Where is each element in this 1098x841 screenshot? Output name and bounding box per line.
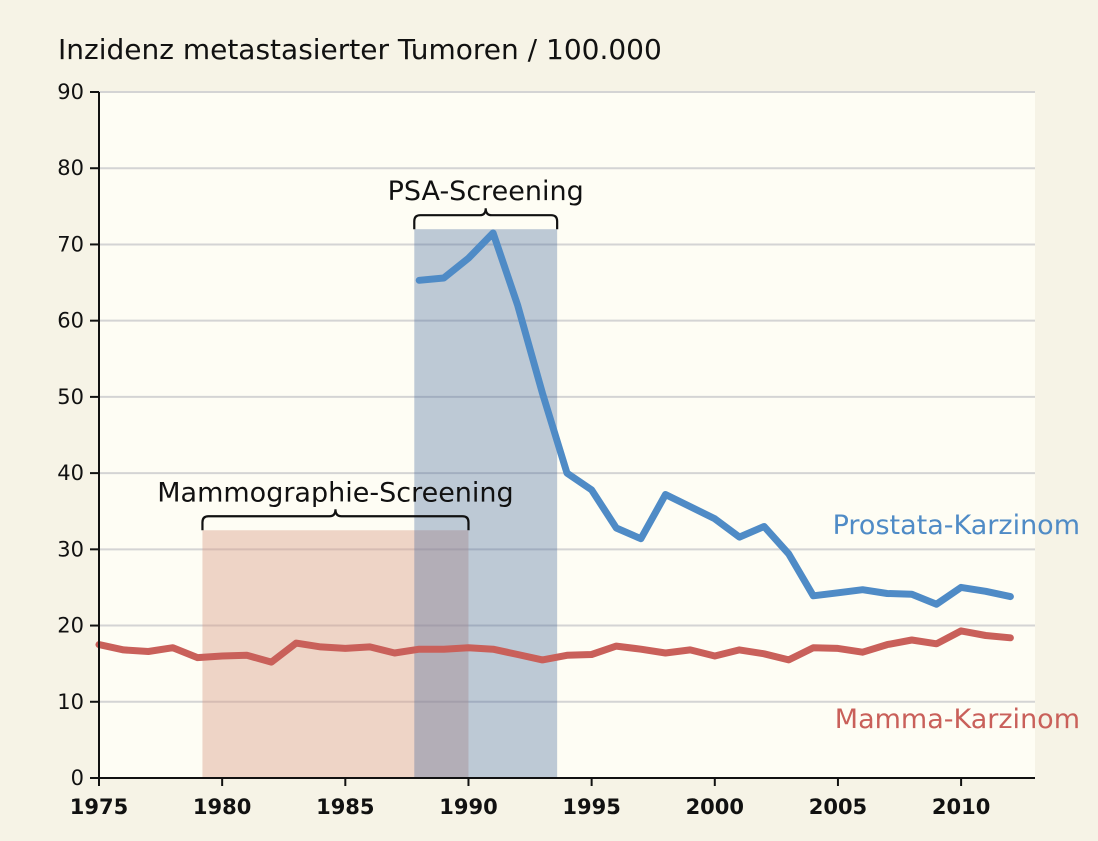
series-label-prostata-karzinom: Prostata-Karzinom xyxy=(833,510,1080,541)
y-tick-label-60: 60 xyxy=(57,309,84,333)
brace-mammographie-screening xyxy=(201,509,470,531)
series-line-mamma-karzinom xyxy=(95,627,1014,666)
band-psa-screening xyxy=(414,229,558,778)
series-line-prostata-karzinom xyxy=(415,229,1014,608)
x-tick-label-2000: 2000 xyxy=(686,795,744,819)
x-tick-label-1980: 1980 xyxy=(193,795,251,819)
chart-title: Inzidenz metastasierter Tumoren / 100.00… xyxy=(58,33,662,66)
series-lines xyxy=(95,229,1014,666)
x-tick-label-1995: 1995 xyxy=(562,795,620,819)
x-tick-label-2010: 2010 xyxy=(932,795,990,819)
axes: 0 10 20 30 40 50 60 70 80 90 1975 1980 1985 1990 1995 2… xyxy=(57,80,1035,819)
y-tick-label-50: 50 xyxy=(57,385,84,409)
y-tick-label-20: 20 xyxy=(57,614,84,638)
series-label-mamma-karzinom: Mamma-Karzinom xyxy=(835,704,1080,735)
gridlines xyxy=(99,91,1035,703)
band-label-mammographie-screening: Mammographie-Screening xyxy=(157,477,513,508)
x-tick-label-1985: 1985 xyxy=(316,795,374,819)
x-tick-label-2005: 2005 xyxy=(809,795,867,819)
y-tick-label-30: 30 xyxy=(57,537,84,561)
y-tick-label-0: 0 xyxy=(71,766,84,790)
x-tick-label-1990: 1990 xyxy=(439,795,497,819)
y-tick-label-90: 90 xyxy=(57,80,84,104)
plot-area xyxy=(99,92,1035,778)
brace-psa-screening xyxy=(413,208,559,230)
y-tick-label-70: 70 xyxy=(57,232,84,256)
band-label-psa-screening: PSA-Screening xyxy=(388,176,584,207)
y-tick-label-10: 10 xyxy=(57,690,84,714)
y-tick-label-40: 40 xyxy=(57,461,84,485)
x-tick-label-1975: 1975 xyxy=(70,795,128,819)
annotations: Mammographie-Screening PSA-Screening Prost… xyxy=(157,176,1080,735)
y-tick-label-80: 80 xyxy=(57,156,84,180)
